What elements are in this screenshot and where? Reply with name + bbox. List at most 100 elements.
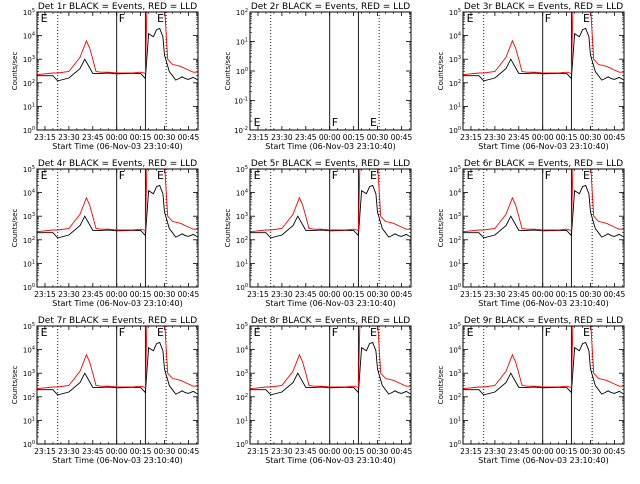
y-tick-label: 101 bbox=[23, 259, 35, 268]
panel-det-8: Det 8r BLACK = Events, RED = LLD 100 101 10… bbox=[236, 316, 413, 465]
y-tick-label: 102 bbox=[236, 236, 248, 245]
y-axis-label: Counts/sec bbox=[11, 209, 19, 248]
x-tick-label: 23:45 bbox=[508, 133, 530, 142]
plot-frame bbox=[36, 11, 199, 131]
x-axis-label: Start Time (06-Nov-03 23:10:40) bbox=[265, 456, 395, 465]
panel-det-2: Det 2r BLACK = Events, RED = LLD 10-2 10-1… bbox=[224, 2, 412, 151]
x-tick-label: 00:15 bbox=[343, 290, 365, 299]
y-tick-label: 105 bbox=[23, 165, 35, 174]
marker-f: F bbox=[119, 326, 125, 339]
x-tick-label: 00:45 bbox=[604, 447, 626, 456]
y-tick-label: 101 bbox=[236, 416, 248, 425]
y-tick-label: 102 bbox=[23, 79, 35, 88]
marker-e: E bbox=[157, 169, 164, 182]
x-tick-label: 23:45 bbox=[508, 290, 530, 299]
y-axis-label: Counts/sec bbox=[11, 52, 19, 91]
x-tick-label: 23:45 bbox=[82, 290, 104, 299]
panel-title: Det 7r BLACK = Events, RED = LLD bbox=[38, 316, 197, 326]
x-tick-label: 23:45 bbox=[295, 133, 317, 142]
x-axis-label: Start Time (06-Nov-03 23:10:40) bbox=[265, 299, 395, 308]
events-series-line bbox=[463, 341, 624, 396]
x-tick-label: 00:30 bbox=[580, 290, 602, 299]
marker-f: F bbox=[119, 169, 125, 182]
marker-e: E bbox=[370, 169, 377, 182]
y-axis-label: Counts/sec bbox=[224, 209, 232, 248]
x-tick-label: 23:30 bbox=[271, 447, 293, 456]
y-tick-label: 101 bbox=[236, 38, 248, 47]
y-tick-label: 103 bbox=[449, 369, 461, 378]
marker-f: F bbox=[332, 169, 338, 182]
x-tick-label: 23:15 bbox=[247, 447, 269, 456]
lld-series-line bbox=[463, 12, 624, 76]
marker-e: E bbox=[583, 169, 590, 182]
y-tick-label: 100 bbox=[449, 283, 461, 292]
y-tick-label: 104 bbox=[449, 189, 461, 198]
marker-e: E bbox=[157, 12, 164, 25]
plot-frame bbox=[462, 168, 625, 288]
x-tick-label: 00:45 bbox=[178, 290, 200, 299]
y-tick-label: 102 bbox=[449, 393, 461, 402]
y-tick-label: 101 bbox=[23, 102, 35, 111]
x-tick-label: 23:30 bbox=[484, 447, 506, 456]
x-tick-label: 00:45 bbox=[178, 447, 200, 456]
x-tick-label: 23:45 bbox=[82, 447, 104, 456]
y-tick-label: 103 bbox=[449, 212, 461, 221]
y-tick-label: 105 bbox=[236, 165, 248, 174]
y-tick-label: 104 bbox=[449, 346, 461, 355]
y-tick-label: 102 bbox=[23, 393, 35, 402]
x-tick-label: 00:30 bbox=[154, 133, 176, 142]
x-tick-label: 00:00 bbox=[106, 290, 128, 299]
y-tick-label: 100 bbox=[23, 440, 35, 449]
marker-e: E bbox=[467, 12, 474, 25]
lld-series-line bbox=[250, 326, 411, 390]
x-tick-label: 23:15 bbox=[247, 133, 269, 142]
events-series-line bbox=[463, 184, 624, 239]
y-tick-label: 103 bbox=[236, 212, 248, 221]
x-tick-label: 23:15 bbox=[34, 133, 56, 142]
marker-e: E bbox=[157, 326, 164, 339]
x-axis-label: Start Time (06-Nov-03 23:10:40) bbox=[52, 142, 182, 151]
marker-f: F bbox=[545, 12, 551, 25]
y-tick-label: 101 bbox=[23, 416, 35, 425]
x-tick-label: 23:15 bbox=[34, 290, 56, 299]
x-tick-label: 00:15 bbox=[556, 133, 578, 142]
panel-det-5: Det 5r BLACK = Events, RED = LLD 100 101 10… bbox=[224, 159, 412, 308]
x-tick-label: 00:45 bbox=[604, 133, 626, 142]
marker-e: E bbox=[254, 116, 261, 129]
x-tick-label: 23:30 bbox=[58, 290, 80, 299]
panel-title: Det 3r BLACK = Events, RED = LLD bbox=[464, 2, 623, 12]
x-tick-label: 00:15 bbox=[130, 290, 152, 299]
y-axis-label: Counts/sec bbox=[437, 52, 445, 91]
events-series-line bbox=[37, 27, 198, 82]
x-tick-label: 23:15 bbox=[247, 290, 269, 299]
plot-frame bbox=[249, 168, 412, 288]
panel-det-1: Det 1r BLACK = Events, RED = LLD 100 101 10… bbox=[11, 2, 199, 151]
events-series-line bbox=[37, 341, 198, 396]
x-tick-label: 00:00 bbox=[532, 447, 554, 456]
x-tick-label: 23:15 bbox=[460, 447, 482, 456]
y-tick-label: 100 bbox=[449, 440, 461, 449]
panel-det-6: Det 6r BLACK = Events, RED = LLD 100 101 10… bbox=[437, 159, 625, 308]
y-tick-label: 105 bbox=[449, 165, 461, 174]
marker-e: E bbox=[41, 169, 48, 182]
x-axis-label: Start Time (06-Nov-03 23:10:40) bbox=[52, 299, 182, 308]
y-axis-label: Counts/sec bbox=[437, 209, 445, 248]
y-tick-label: 103 bbox=[23, 212, 35, 221]
lld-series-line bbox=[37, 12, 198, 76]
x-tick-label: 23:30 bbox=[484, 290, 506, 299]
x-axis-label: Start Time (06-Nov-03 23:10:40) bbox=[265, 142, 395, 151]
y-tick-label: 105 bbox=[23, 8, 35, 17]
y-tick-label: 100 bbox=[23, 126, 35, 135]
panel-det-7: Det 7r BLACK = Events, RED = LLD 100 101 10… bbox=[11, 316, 199, 465]
x-tick-label: 00:30 bbox=[580, 447, 602, 456]
x-tick-label: 23:45 bbox=[295, 290, 317, 299]
events-series-line bbox=[250, 184, 411, 239]
x-tick-label: 00:30 bbox=[367, 447, 389, 456]
panel-title: Det 8r BLACK = Events, RED = LLD bbox=[251, 316, 410, 326]
plot-frame bbox=[462, 325, 625, 445]
marker-e: E bbox=[41, 326, 48, 339]
y-tick-label: 104 bbox=[23, 346, 35, 355]
y-tick-label: 10-2 bbox=[234, 126, 248, 135]
y-tick-label: 103 bbox=[236, 369, 248, 378]
